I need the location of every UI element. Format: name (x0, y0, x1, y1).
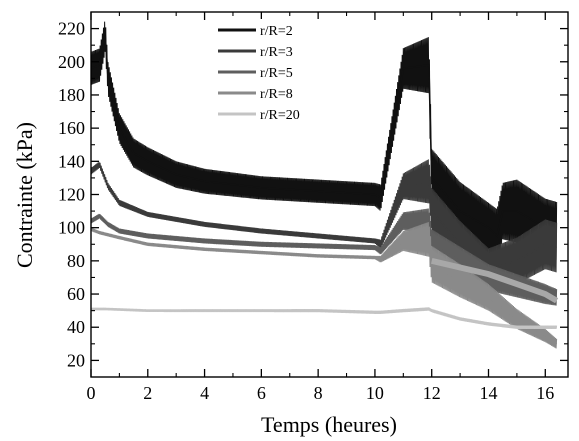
series-line (91, 308, 557, 329)
plot-area (90, 21, 559, 349)
y-tick-label: 100 (58, 218, 85, 238)
legend-label: r/R=8 (260, 87, 293, 102)
x-tick-label: 8 (314, 383, 323, 403)
axes: 0 2 4 6 8 10 12 14 16 20 40 60 80 100 120 140 160 180 200 2… (58, 12, 568, 403)
legend-label: r/R=5 (260, 66, 293, 81)
x-tick-label: 6 (257, 383, 266, 403)
legend-label: r/R=20 (260, 108, 300, 123)
y-tick-label: 140 (58, 151, 85, 171)
series-5 (90, 307, 558, 329)
series-band (90, 208, 558, 306)
x-tick-label: 14 (480, 383, 498, 403)
x-tick-label: 4 (200, 383, 209, 403)
y-tick-label: 60 (67, 284, 85, 304)
series-4 (90, 222, 558, 349)
y-tick-label: 80 (67, 251, 85, 271)
y-tick-label: 200 (58, 52, 85, 72)
series-line (90, 35, 557, 238)
x-tick-label: 10 (366, 383, 384, 403)
series-band (90, 21, 558, 263)
y-tick-label: 220 (58, 19, 85, 39)
x-tick-label: 12 (423, 383, 441, 403)
y-tick-label: 40 (67, 317, 85, 337)
y-tick-label: 120 (58, 185, 85, 205)
x-axis-title: Temps (heures) (261, 412, 397, 437)
y-tick-label: 180 (58, 85, 85, 105)
y-axis-title: Contrainte (kPa) (12, 122, 37, 268)
y-tick-label: 160 (58, 118, 85, 138)
y-tick-label: 20 (67, 350, 85, 370)
overlay-line (431, 257, 559, 304)
legend: r/R=2 r/R=3 r/R=5 r/R=8 r/R=20 (214, 19, 320, 126)
series-line (90, 228, 558, 345)
x-tick-label: 16 (536, 383, 554, 403)
x-tick-label: 0 (87, 383, 96, 403)
legend-label: r/R=3 (260, 45, 293, 60)
series-1 (90, 21, 558, 263)
x-tick-label: 2 (143, 383, 152, 403)
legend-label: r/R=2 (260, 24, 293, 39)
